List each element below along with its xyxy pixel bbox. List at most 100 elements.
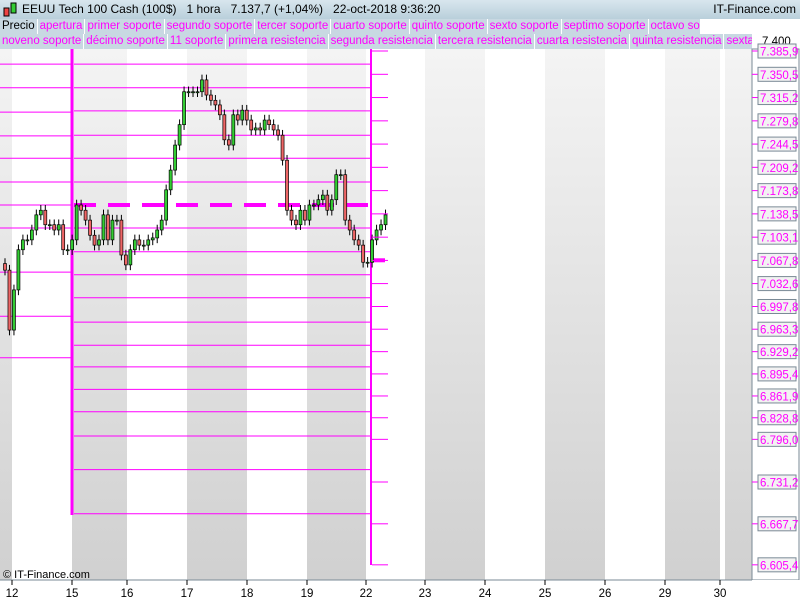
candle-body [262,119,267,131]
candle-body [141,244,146,247]
day-band [72,49,127,580]
legend-item[interactable]: tercer soporte [255,19,332,34]
brand: IT-Finance.com [713,2,796,16]
level-label-box [757,431,797,447]
legend-item[interactable]: primer soporte [85,19,165,34]
candle-body [30,229,34,241]
legend-item[interactable]: sexto soporte [487,19,562,34]
candle-body [271,124,276,131]
time-label: 29 [659,588,672,600]
candle-body [177,124,182,146]
candle-body [222,114,227,141]
level-label: 7.138,5 [760,209,798,221]
level-label-box [757,252,797,268]
legend-row-1: Precio apertura primer soporte segundo sopo… [0,19,700,34]
candlestick-logo-icon [3,2,17,17]
level-label-box [757,410,797,426]
level-label-box [757,183,797,199]
candle-body [226,139,231,146]
candle-body [168,169,173,191]
candle-body [16,249,21,291]
candle-body [294,219,298,226]
candle-body [25,239,30,242]
candle-body [352,229,357,241]
time-label: 23 [419,588,432,600]
legend-item[interactable]: primera resistencia [226,34,329,49]
candle-body [285,159,289,211]
candle-body [334,174,339,201]
level-label: 6.605,4 [760,560,799,572]
level-label-box [757,298,797,314]
level-label-box [757,159,797,175]
candle-body [12,289,16,331]
candle-body [209,94,213,101]
legend-item[interactable]: tercera resistencia [435,34,535,49]
level-label: 6.796,0 [760,435,798,447]
candle-body [379,224,383,231]
candle-body [159,219,164,231]
legend-item[interactable]: cuarta resistencia [534,34,630,49]
level-label: 6.667,7 [760,519,798,531]
candle-body [298,209,303,226]
candle-body [124,254,128,266]
time-label: 16 [121,588,134,600]
level-label-box [757,66,797,82]
level-label-box [757,344,797,360]
level-label: 6.731,2 [760,478,798,490]
legend-item[interactable]: apertura [37,19,86,34]
candle-body [173,144,177,171]
candle-body [235,114,240,121]
candle-body [150,237,155,241]
legend-item[interactable]: Precio [0,19,38,34]
candle-body [164,189,169,221]
candle-body [258,127,263,131]
price-axis [751,48,800,581]
candle-body [155,229,160,239]
legend-row-2: noveno soporte décimo soporte 11 soporte pr… [0,34,752,49]
time-label: 25 [539,588,552,600]
legend-item[interactable]: décimo soporte [84,34,168,49]
candle-body [137,239,142,246]
level-label: 7.032,6 [760,279,798,291]
legend-item[interactable]: cuarto soporte [331,19,410,34]
time-label: 12 [6,588,19,600]
candle-body [347,219,352,231]
candle-body [240,109,245,121]
candle-body [325,194,330,211]
copyright: © IT-Finance.com [3,569,90,581]
day-band [307,49,366,580]
level-label: 6.828,8 [760,413,798,425]
level-label: 6.861,9 [760,391,798,403]
candle-body [88,219,92,236]
legend-item[interactable]: septimo soporte [561,19,649,34]
candle-body [56,224,61,231]
level-label: 6.963,3 [760,325,798,337]
level-label-box [757,43,797,59]
candle-body [374,229,379,241]
time-label: 17 [181,588,194,600]
candle-body [253,127,258,131]
legend-item[interactable]: 11 soporte [167,34,227,49]
level-label: 6.929,2 [760,347,798,359]
legend-item[interactable]: segunda resistencia [328,34,436,49]
level-label-box [757,136,797,152]
legend-item[interactable]: segundo soporte [164,19,256,34]
chart-header: EEUU Tech 100 Cash (100$) 1 hora 7.137,7… [0,0,800,19]
legend-item[interactable]: sexta resist [724,34,752,49]
candle-body [34,214,39,231]
candle-body [106,214,110,241]
legend-item[interactable]: quinta resistencia [629,34,725,49]
candle-body [303,209,307,221]
level-label-box [757,388,797,404]
candle-body [195,91,200,94]
candle-body [356,239,361,246]
legend-item[interactable]: octavo soporte [648,19,700,34]
candle-body [47,224,52,227]
legend-item[interactable]: noveno soporte [0,34,85,49]
candle-body [218,104,222,116]
candle-body [343,174,348,221]
legend-item[interactable]: quinto soporte [409,19,488,34]
candle-body [146,239,151,246]
day-band [425,49,485,580]
